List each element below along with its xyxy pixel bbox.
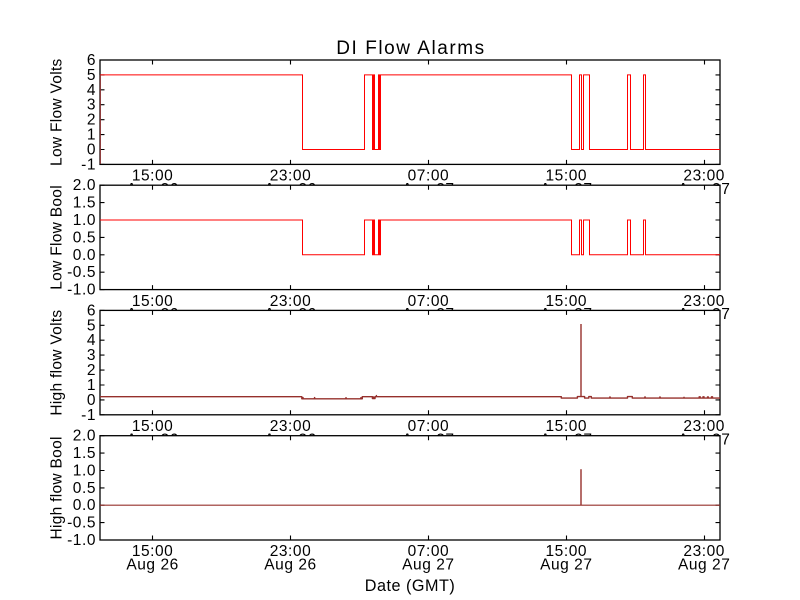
svg-text:High flow Volts: High flow Volts — [49, 310, 66, 416]
svg-text:6: 6 — [87, 52, 96, 69]
svg-text:5: 5 — [87, 317, 96, 334]
svg-text:15:00: 15:00 — [132, 168, 174, 185]
svg-text:07:00: 07:00 — [408, 293, 450, 310]
svg-text:DI Flow Alarms: DI Flow Alarms — [336, 38, 485, 59]
svg-text:2.0: 2.0 — [73, 428, 96, 445]
svg-text:1.5: 1.5 — [73, 445, 96, 462]
svg-text:0: 0 — [87, 392, 96, 409]
svg-text:4: 4 — [87, 82, 96, 99]
svg-text:23:00: 23:00 — [270, 543, 312, 560]
svg-text:1.0: 1.0 — [73, 463, 96, 480]
svg-text:Low Flow Volts: Low Flow Volts — [49, 58, 66, 166]
svg-text:23:00: 23:00 — [270, 418, 312, 435]
svg-text:5: 5 — [87, 67, 96, 84]
svg-text:2.0: 2.0 — [73, 177, 96, 194]
svg-text:0.0: 0.0 — [73, 497, 96, 514]
svg-text:High flow Bool: High flow Bool — [49, 436, 66, 539]
svg-text:15:00: 15:00 — [132, 293, 174, 310]
svg-text:23:00: 23:00 — [683, 293, 725, 310]
svg-text:0: 0 — [87, 142, 96, 159]
svg-text:0.0: 0.0 — [73, 247, 96, 264]
svg-text:-1.0: -1.0 — [67, 282, 96, 299]
svg-text:15:00: 15:00 — [546, 168, 588, 185]
svg-text:3: 3 — [87, 347, 96, 364]
svg-text:23:00: 23:00 — [683, 168, 725, 185]
svg-text:15:00: 15:00 — [546, 543, 588, 560]
svg-text:Aug 27: Aug 27 — [678, 557, 730, 574]
svg-text:1.0: 1.0 — [73, 212, 96, 229]
svg-text:0.5: 0.5 — [73, 480, 96, 497]
svg-text:07:00: 07:00 — [408, 418, 450, 435]
svg-text:Low Flow Bool: Low Flow Bool — [49, 185, 66, 290]
svg-text:15:00: 15:00 — [546, 418, 588, 435]
svg-text:4: 4 — [87, 332, 96, 349]
svg-text:Aug 27: Aug 27 — [540, 557, 592, 574]
svg-text:-0.5: -0.5 — [67, 264, 96, 281]
svg-text:23:00: 23:00 — [270, 293, 312, 310]
svg-text:-0.5: -0.5 — [67, 515, 96, 532]
svg-text:Aug 26: Aug 26 — [126, 557, 178, 574]
svg-text:23:00: 23:00 — [270, 168, 312, 185]
svg-text:23:00: 23:00 — [683, 543, 725, 560]
svg-text:3: 3 — [87, 97, 96, 114]
svg-text:1.5: 1.5 — [73, 195, 96, 212]
svg-text:07:00: 07:00 — [408, 543, 450, 560]
svg-text:-1.0: -1.0 — [67, 532, 96, 549]
svg-text:15:00: 15:00 — [132, 543, 174, 560]
svg-text:Date (GMT): Date (GMT) — [365, 577, 455, 595]
svg-text:23:00: 23:00 — [683, 418, 725, 435]
svg-text:15:00: 15:00 — [132, 418, 174, 435]
svg-text:Aug 26: Aug 26 — [264, 557, 316, 574]
svg-text:Aug 27: Aug 27 — [402, 557, 454, 574]
svg-text:0.5: 0.5 — [73, 229, 96, 246]
svg-text:07:00: 07:00 — [408, 168, 450, 185]
svg-text:15:00: 15:00 — [546, 293, 588, 310]
svg-text:1: 1 — [87, 377, 96, 394]
svg-text:-1: -1 — [81, 407, 96, 424]
svg-text:1: 1 — [87, 127, 96, 144]
svg-text:2: 2 — [87, 362, 96, 379]
svg-text:-1: -1 — [81, 156, 96, 173]
svg-text:6: 6 — [87, 302, 96, 319]
svg-text:2: 2 — [87, 112, 96, 129]
